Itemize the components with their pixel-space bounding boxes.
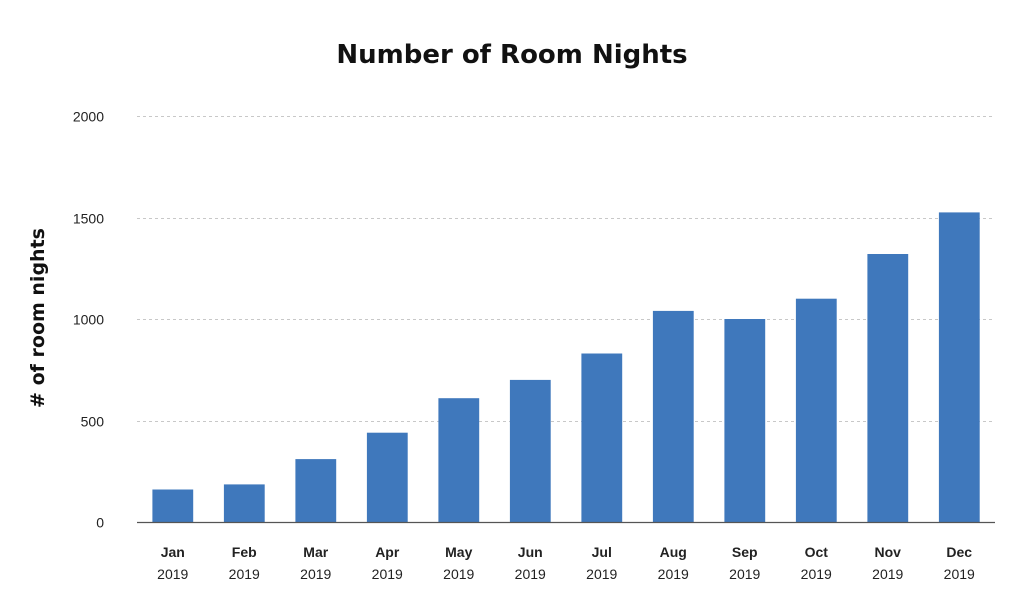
y-axis-ticks: 0 500 1000 1500 2000	[73, 109, 104, 531]
y-tick-label: 1500	[73, 211, 104, 227]
x-tick-year: 2019	[229, 566, 260, 582]
bar-jun	[509, 379, 551, 522]
x-tick-year: 2019	[658, 566, 689, 582]
y-axis-label: # of room nights	[27, 228, 49, 408]
bar-aug	[652, 310, 694, 522]
x-axis-ticks: Jan 2019 Feb 2019 Mar 2019 Apr 2019 May 2019 Jun 20…	[157, 544, 975, 582]
bar-apr	[366, 432, 408, 522]
bar-sep	[724, 319, 766, 522]
x-tick-year: 2019	[157, 566, 188, 582]
x-tick-month: Aug	[660, 544, 687, 560]
x-tick-month: Jul	[592, 544, 612, 560]
x-tick-month: May	[445, 544, 472, 560]
x-tick-month: Mar	[303, 544, 328, 560]
x-tick-year: 2019	[300, 566, 331, 582]
x-tick-month: Apr	[375, 544, 400, 560]
x-tick-month: Sep	[732, 544, 758, 560]
bars	[152, 212, 980, 522]
bar-nov	[867, 254, 909, 522]
x-tick-month: Feb	[232, 544, 257, 560]
bar-oct	[795, 298, 837, 522]
y-tick-label: 500	[81, 414, 105, 430]
y-tick-label: 2000	[73, 109, 104, 125]
x-tick-year: 2019	[729, 566, 760, 582]
x-tick-year: 2019	[801, 566, 832, 582]
x-tick-month: Oct	[805, 544, 829, 560]
bar-feb	[223, 484, 265, 522]
bar-dec	[938, 212, 980, 522]
x-tick-year: 2019	[372, 566, 403, 582]
bar-jul	[581, 353, 623, 522]
x-tick-year: 2019	[586, 566, 617, 582]
x-tick-month: Nov	[875, 544, 902, 560]
x-tick-month: Jun	[518, 544, 543, 560]
x-tick-year: 2019	[944, 566, 975, 582]
x-tick-month: Jan	[161, 544, 185, 560]
x-tick-year: 2019	[443, 566, 474, 582]
x-tick-month: Dec	[946, 544, 972, 560]
y-tick-label: 1000	[73, 312, 104, 328]
bar-mar	[295, 459, 337, 522]
x-tick-year: 2019	[872, 566, 903, 582]
y-tick-label: 0	[96, 515, 104, 531]
gridlines	[137, 116, 995, 422]
bar-may	[438, 398, 480, 522]
bar-jan	[152, 489, 194, 522]
chart-title: Number of Room Nights	[336, 40, 687, 70]
x-tick-year: 2019	[515, 566, 546, 582]
